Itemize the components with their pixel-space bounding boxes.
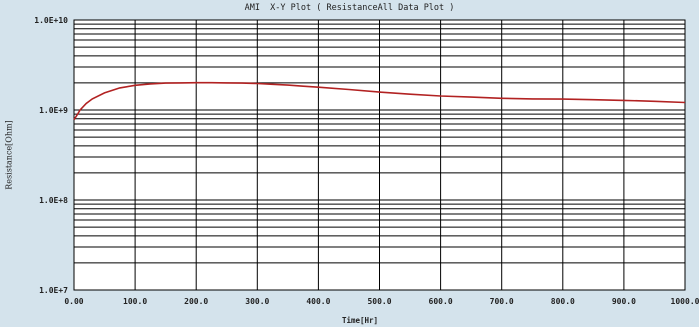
x-tick-label: 100.0 — [123, 297, 147, 306]
grid-lines — [73, 19, 686, 291]
tick-labels: 0.00 100.0 200.0 300.0 400.0 500.0 600.0 700.0 8… — [34, 16, 699, 306]
x-tick-label: 0.00 — [64, 297, 83, 306]
x-tick-label: 200.0 — [184, 297, 208, 306]
x-tick-label: 500.0 — [367, 297, 391, 306]
x-tick-label: 300.0 — [245, 297, 269, 306]
x-tick-label: 800.0 — [551, 297, 575, 306]
resistance-line — [73, 81, 686, 121]
x-tick-label: 400.0 — [306, 297, 330, 306]
y-axis-label: Resistance[Ohm] — [4, 120, 14, 190]
series-lines — [73, 81, 686, 121]
y-tick-label: 1.0E+10 — [34, 16, 68, 25]
y-tick-label: 1.0E+7 — [39, 286, 68, 295]
x-axis-label: Time[Hr] — [341, 316, 379, 325]
x-tick-label: 700.0 — [490, 297, 514, 306]
x-tick-label: 1000.0 — [671, 297, 699, 306]
x-tick-label: 900.0 — [612, 297, 636, 306]
chart-title: AMI X-Y Plot ( ResistanceAll Data Plot ) — [244, 3, 455, 13]
x-tick-label: 600.0 — [429, 297, 453, 306]
y-tick-label: 1.0E+9 — [39, 106, 68, 115]
y-tick-label: 1.0E+8 — [39, 196, 68, 205]
